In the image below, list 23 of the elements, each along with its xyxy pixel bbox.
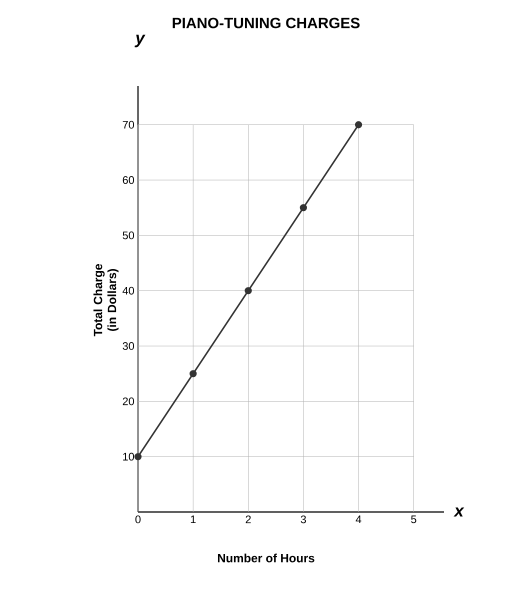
x-axis-title: Number of Hours [218, 554, 314, 562]
x-tick-label: 3 [300, 516, 306, 524]
point [244, 287, 252, 294]
point [134, 453, 142, 460]
point [190, 370, 197, 378]
y-tick-label: 10 [123, 452, 134, 461]
x-tick-label: 4 [356, 516, 362, 524]
y-tick-label: 40 [122, 286, 134, 295]
y-tick-label: 70 [122, 120, 134, 129]
chart-title: PIANO-TUNING CHARGES [172, 18, 360, 28]
x-tick-label: 1 [190, 516, 196, 524]
y-tick-label: 60 [122, 176, 134, 184]
x-tick-label: 2 [246, 516, 251, 524]
y-tick-label: 20 [122, 397, 134, 406]
x-tick-label: 0 [135, 516, 141, 524]
y-tick-label: 50 [122, 232, 134, 240]
y-axis-title: Total Charge (in Dollars) [93, 264, 119, 336]
point [300, 204, 307, 212]
y-tick-label: 30 [122, 342, 134, 350]
text: y [134, 34, 146, 48]
x-tick-label: 5 [411, 516, 416, 524]
point [354, 121, 362, 128]
text: x [454, 508, 464, 516]
